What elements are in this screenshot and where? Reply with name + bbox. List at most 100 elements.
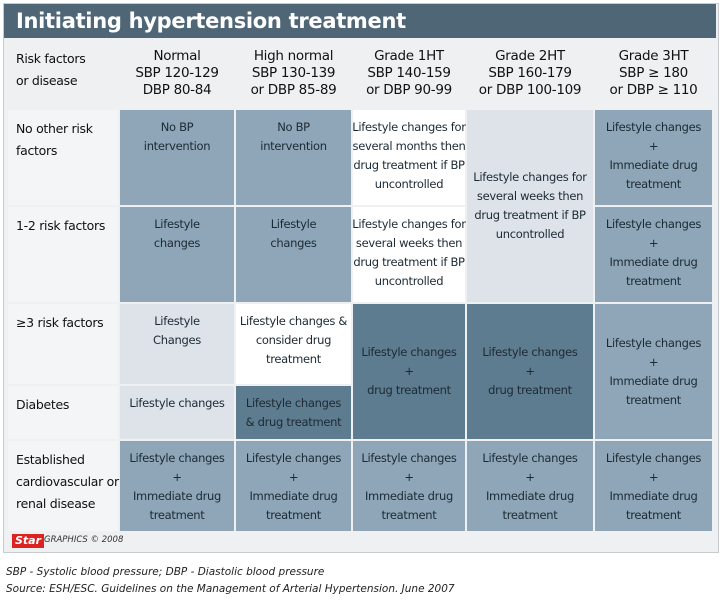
text-line: cardiovascular or [16,474,119,489]
text-line: Grade 3HT [618,48,689,64]
text-line: Lifestyle changes [482,345,578,359]
text-line: treatment [626,274,681,288]
text-line: Diabetes [16,397,70,412]
text-line: renal disease [16,496,96,511]
corner-header: Risk factors or disease [8,42,118,108]
cell: Lifestyle changes + Immediate drug treatmen… [353,441,465,531]
text-line: Immediate drug [609,489,698,503]
cell: Lifestyle changes [120,386,234,439]
text-line: or DBP ≥ 110 [609,82,698,98]
text-line: or DBP 100-109 [478,82,582,98]
text-line: drug treatment [488,383,572,397]
cell: Lifestyle changes & consider drug treatmen… [236,304,351,384]
text-line: + [648,236,659,250]
text-line: Lifestyle changes for [352,217,466,231]
text-line: & drug treatment [245,415,342,429]
logo: Star [12,534,45,548]
text-line: Immediate drug [249,489,338,503]
text-line: changes [153,236,201,250]
text-line: intervention [260,139,327,153]
text-line: SBP ≥ 180 [619,65,688,81]
text-line: drug treatment if BP [353,255,465,269]
cell: Lifestyle changes + Immediate drug treatmen… [595,207,712,302]
text-line: SBP 160-179 [488,65,572,81]
row-header: No other risk factors [8,110,118,205]
text-line: treatment [381,508,437,522]
text-line: Established [16,452,85,467]
text-line: Immediate drug [485,489,575,503]
text-line: Lifestyle changes [129,451,225,465]
text-line: changes [270,236,317,250]
cell: Lifestyle changes for several weeks then d… [352,207,466,302]
text-line: High normal [253,48,334,64]
credit: GRAPHICS © 2008 [44,535,124,545]
text-line: Lifestyle changes [605,217,702,231]
column-header: Normal SBP 120-129 DBP 80-84 [120,42,234,108]
cell: Lifestyle changes + Immediate drug treatmen… [595,304,712,439]
text-line: Grade 2HT [495,48,565,64]
text-line: treatment [626,392,681,407]
text-line: Normal [153,48,201,64]
text-line: SBP 120-129 [135,65,219,81]
text-line: Lifestyle changes [605,120,702,134]
cell: Lifestyle changes [120,207,234,302]
cell: Lifestyle changes for several weeks then d… [467,110,593,302]
cell: Lifestyle changes + drug treatment [353,304,465,439]
text-line: drug treatment if BP [474,208,586,222]
footnote: Source: ESH/ESC. Guidelines on the Manag… [6,583,455,595]
cell: Lifestyle changes & drug treatment [236,386,351,439]
text-line: Lifestyle changes [605,335,702,350]
text-line: + [525,470,535,484]
text-line: consider drug [255,333,332,347]
row-header: Diabetes [8,386,118,439]
text-line: Lifestyle [154,314,200,328]
text-line: Immediate drug [609,158,698,172]
text-line: uncontrolled [495,227,565,241]
column-header: Grade 1HT SBP 140-159 or DBP 90-99 [353,42,465,108]
text-line: Lifestyle changes & [239,314,348,328]
text-line: 1-2 risk factors [16,218,106,233]
text-line: Lifestyle changes [605,451,702,465]
text-line: + [288,470,299,484]
text-line: + [404,364,414,378]
text-line: several weeks then [476,189,584,203]
text-line: Immediate drug [132,489,222,503]
cell: Lifestyle Changes [120,304,234,384]
text-line: Changes [153,333,201,347]
text-line: No other risk [16,121,93,136]
column-header: Grade 2HT SBP 160-179 or DBP 100-109 [467,42,593,108]
text-line: ≥3 risk factors [16,315,104,330]
text-line: Lifestyle changes [245,451,342,465]
column-header: High normal SBP 130-139 or DBP 85-89 [236,42,351,108]
text-line: Lifestyle [154,217,200,231]
text-line: treatment [502,508,558,522]
text-line: Lifestyle changes [245,396,342,410]
text-line: No BP [160,120,194,134]
cell: Lifestyle changes + Immediate drug treatmen… [467,441,593,531]
text-line: Lifestyle changes for [473,170,587,184]
text-line: several months then [352,139,466,153]
text-line: drug treatment [367,383,451,397]
text-line: treatment [149,508,205,522]
text-line: Grade 1HT [374,48,444,64]
text-line: Lifestyle changes [482,451,578,465]
text-line: Lifestyle changes [129,396,225,410]
text-line: + [404,470,414,484]
text-line: factors [16,143,58,158]
cell: No BP intervention [120,110,234,205]
text-line: + [648,470,659,484]
cell: Lifestyle changes + Immediate drug treatmen… [120,441,234,531]
row-header: ≥3 risk factors [8,304,118,384]
text-line: Lifestyle [270,217,317,231]
row-header: Established cardiovascular or renal diseas… [8,441,119,531]
text-line: No BP [277,120,310,134]
text-line: SBP 130-139 [251,65,336,81]
text-line: Lifestyle changes [361,451,457,465]
text-line: Immediate drug [609,255,698,269]
text-line: treatment [626,177,681,191]
text-line: treatment [626,508,681,522]
cell: Lifestyle changes + Immediate drug treatmen… [236,441,351,531]
cell: Lifestyle changes + drug treatment [467,304,593,439]
text-line: Immediate drug [364,489,454,503]
text-line: + [648,139,659,153]
